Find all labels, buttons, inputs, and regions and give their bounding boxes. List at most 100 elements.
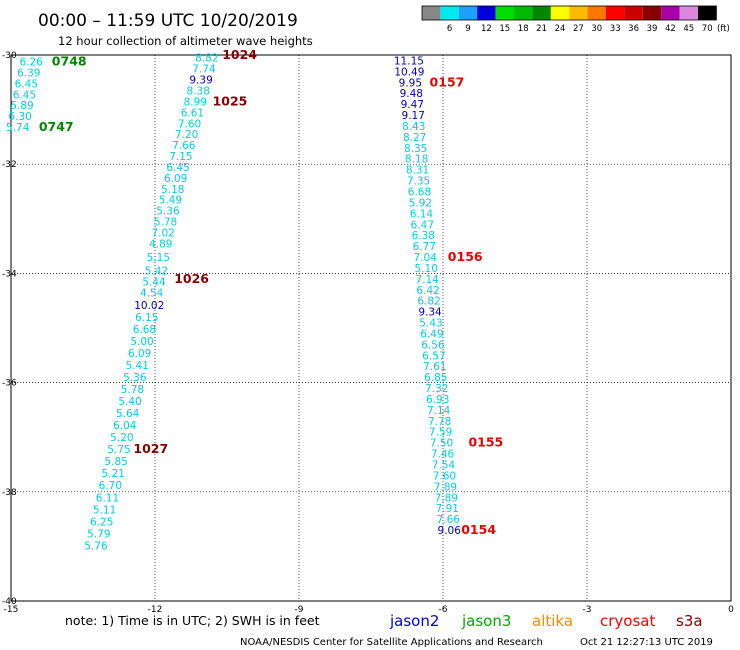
legend-swatch [642, 6, 662, 20]
wave-height-value: 4.89 [149, 238, 172, 250]
wave-height-value: 7.59 [429, 427, 452, 439]
wave-height-value: 8.43 [402, 121, 425, 133]
wave-height-value: 6.49 [420, 328, 443, 340]
legend-bin-label: 45 [683, 24, 694, 34]
wave-height-value: 7.04 [414, 252, 438, 264]
wave-height-value: 5.11 [93, 504, 116, 516]
wave-height-value: 7.91 [436, 503, 459, 515]
wave-height-value: 5.20 [110, 432, 133, 444]
legend-swatch [514, 6, 533, 20]
wave-height-value: 6.04 [113, 420, 137, 432]
legend-swatch [679, 6, 698, 20]
y-tick-label: -30 [2, 51, 17, 61]
wave-height-value: 6.56 [421, 339, 445, 351]
pass-time-label: 0157 [430, 74, 465, 89]
wave-height-value: 5.92 [409, 197, 432, 209]
wave-height-value: 6.45 [13, 89, 36, 101]
legend-bin-label: 6 [447, 24, 452, 34]
wave-height-value: 5.49 [159, 195, 182, 207]
legend-swatch [477, 6, 496, 20]
wave-height-value: 6.93 [426, 394, 449, 406]
wave-height-value: 5.76 [84, 540, 108, 552]
legend-swatch [440, 6, 459, 20]
wave-height-value: 7.78 [428, 416, 451, 428]
wave-height-value: 6.45 [166, 162, 189, 174]
wave-height-value: 7.60 [433, 470, 456, 482]
wave-height-value: 6.30 [8, 111, 31, 123]
wave-height-value: 8.99 [184, 96, 207, 108]
legend-swatch [532, 6, 551, 20]
wave-height-value: 9.34 [418, 307, 442, 319]
legend-bin-label: 39 [647, 24, 658, 34]
pass-time-label: 1026 [174, 271, 209, 286]
legend-bin-label: 21 [536, 24, 547, 34]
wave-height-value: 6.47 [411, 219, 434, 231]
wave-height-value: 8.38 [187, 85, 210, 97]
pass-time-label: 0748 [52, 54, 87, 69]
chart-title: 00:00 – 11:59 UTC 10/20/2019 [38, 11, 298, 31]
wave-height-value: 8.27 [403, 132, 426, 144]
wave-height-value: 6.85 [424, 372, 447, 384]
wave-height-value: 5.74 [6, 122, 30, 134]
legend-swatch [624, 6, 643, 20]
x-tick-label: 0 [728, 605, 734, 615]
wave-height-value: 9.17 [402, 110, 425, 122]
wave-height-value: 8.31 [406, 165, 429, 177]
satellite-legend-cryosat: cryosat [600, 612, 655, 630]
wave-height-value: 5.10 [415, 263, 438, 275]
wave-height-value: 6.70 [99, 480, 122, 492]
wave-height-value: 5.43 [419, 318, 442, 330]
wave-height-value: 6.68 [133, 324, 156, 336]
wave-height-value: 6.25 [90, 516, 113, 528]
wave-height-value: 6.15 [135, 312, 158, 324]
legend-bin-label: 18 [518, 24, 529, 34]
wave-height-value: 5.00 [130, 336, 153, 348]
legend-bin-label: 33 [610, 24, 621, 34]
legend-bin-label: 9 [465, 24, 470, 34]
wave-height-value: 7.14 [427, 405, 451, 417]
legend-bin-label: 27 [573, 24, 584, 34]
wave-height-value: 7.66 [172, 140, 196, 152]
wave-height-value: 6.42 [416, 285, 439, 297]
wave-height-value: 7.66 [437, 514, 461, 526]
satellite-legend-jason2: jason2 [389, 612, 439, 630]
wave-height-value: 5.85 [104, 456, 127, 468]
wave-height-value: 5.44 [142, 277, 166, 289]
legend-swatch [422, 6, 441, 20]
x-tick-label: -9 [295, 605, 304, 615]
pass-time-label: 0154 [461, 522, 496, 537]
wave-height-value: 7.02 [151, 227, 174, 239]
wave-height-value: 6.09 [164, 173, 187, 185]
wave-height-value: 7.50 [430, 438, 453, 450]
pass-time-label: 1024 [222, 47, 257, 62]
wave-height-value: 5.75 [107, 444, 130, 456]
wave-height-value: 7.60 [178, 118, 201, 130]
wave-height-value: 8.82 [195, 53, 218, 65]
wave-height-value: 7.89 [434, 481, 457, 493]
x-tick-label: -3 [583, 605, 592, 615]
wave-height-value: 5.64 [116, 408, 140, 420]
y-tick-label: -38 [2, 488, 17, 498]
wave-height-value: 7.46 [431, 449, 455, 461]
x-tick-label: -6 [439, 605, 448, 615]
wave-height-value: 11.15 [394, 55, 424, 67]
wave-height-value: 10.49 [394, 66, 424, 78]
wave-height-value: 7.15 [169, 151, 192, 163]
footer-credit: NOAA/NESDIS Center for Satellite Applica… [240, 637, 543, 648]
x-tick-label: -12 [148, 605, 163, 615]
wave-height-value: 4.54 [140, 288, 164, 300]
wave-height-value: 6.38 [412, 230, 435, 242]
pass-time-label: 0156 [448, 249, 483, 264]
wave-height-value: 5.78 [154, 217, 177, 229]
y-tick-label: -36 [2, 379, 17, 389]
wave-height-value: 5.36 [123, 372, 147, 384]
x-tick-label: -15 [4, 605, 19, 615]
wave-height-value: 7.32 [425, 383, 448, 395]
wave-height-value: 6.39 [17, 67, 40, 79]
wave-height-value: 7.54 [432, 460, 456, 472]
pass-time-label: 0747 [39, 119, 74, 134]
wave-height-value: 9.06 [438, 525, 462, 537]
wave-height-value: 6.14 [410, 208, 434, 220]
wave-height-value: 5.18 [161, 184, 184, 196]
wave-height-value: 7.89 [435, 492, 458, 504]
